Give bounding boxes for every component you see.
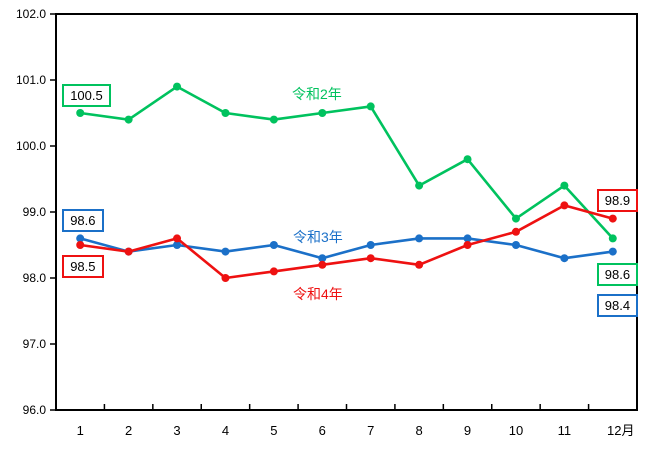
data-point-1-m1 bbox=[76, 234, 85, 243]
x-axis-label: 12月 bbox=[607, 423, 634, 438]
data-label-98.6-reiwa3: 98.6 bbox=[62, 209, 104, 233]
data-label-100.5: 100.5 bbox=[62, 84, 111, 107]
data-label-98.4-reiwa3: 98.4 bbox=[596, 293, 639, 317]
x-axis-label: 11 bbox=[558, 423, 572, 438]
y-axis-label: 100.0 bbox=[16, 139, 46, 153]
data-point-2-m7 bbox=[366, 254, 375, 263]
data-point-1-m4 bbox=[221, 247, 230, 256]
data-point-0-m3 bbox=[173, 82, 182, 91]
data-point-1-m7 bbox=[366, 241, 375, 249]
data-point-2-m9 bbox=[463, 241, 472, 249]
data-point-0-m2 bbox=[124, 115, 133, 124]
y-axis-label: 101.0 bbox=[16, 73, 46, 87]
data-label-98.9-reiwa4: 98.9 bbox=[596, 188, 639, 212]
data-point-0-m1 bbox=[76, 109, 85, 117]
x-axis-label: 10 bbox=[509, 423, 523, 438]
data-point-2-m3 bbox=[173, 234, 182, 243]
series-label-reiwa4: 令和4年 bbox=[293, 286, 343, 302]
series-line-0 bbox=[78, 85, 615, 240]
y-axis-label: 97.0 bbox=[23, 337, 47, 351]
x-axis-label: 4 bbox=[222, 423, 229, 438]
data-point-1-m6 bbox=[318, 254, 327, 263]
data-label-98.6-reiwa2: 98.6 bbox=[596, 263, 639, 287]
data-point-2-m12 bbox=[608, 214, 617, 223]
x-axis-label: 6 bbox=[319, 423, 326, 438]
data-point-1-m12 bbox=[608, 247, 617, 256]
series-line-1 bbox=[78, 237, 615, 260]
x-axis-label: 1 bbox=[77, 423, 84, 438]
data-label-98.5-reiwa4: 98.5 bbox=[62, 255, 104, 278]
data-point-2-m11 bbox=[560, 201, 569, 210]
data-point-0-m10 bbox=[511, 214, 520, 223]
series-label-reiwa2: 令和2年 bbox=[292, 86, 342, 102]
x-axis-label: 3 bbox=[173, 423, 180, 438]
data-point-0-m7 bbox=[366, 102, 375, 111]
data-point-0-m9 bbox=[463, 155, 472, 164]
series-label-reiwa3: 令和3年 bbox=[293, 229, 343, 245]
data-point-2-m6 bbox=[318, 260, 327, 269]
y-axis-label: 98.0 bbox=[23, 271, 47, 285]
data-point-0-m11 bbox=[560, 181, 569, 190]
x-axis-label: 9 bbox=[464, 423, 471, 438]
data-point-0-m5 bbox=[269, 115, 278, 124]
data-point-2-m10 bbox=[511, 227, 520, 236]
x-axis-label: 2 bbox=[125, 423, 132, 438]
series-line-2 bbox=[78, 204, 615, 280]
data-point-2-m5 bbox=[269, 267, 278, 276]
data-point-1-m8 bbox=[415, 234, 424, 243]
x-axis-label: 5 bbox=[270, 423, 277, 438]
y-axis-label: 96.0 bbox=[23, 403, 47, 417]
data-point-2-m1 bbox=[76, 241, 85, 249]
y-axis-label: 102.0 bbox=[16, 7, 46, 21]
data-point-0-m12 bbox=[608, 234, 617, 243]
x-axis-label: 7 bbox=[367, 423, 374, 438]
data-point-1-m3 bbox=[173, 241, 182, 249]
data-point-1-m9 bbox=[463, 234, 472, 243]
data-point-2-m4 bbox=[221, 274, 230, 282]
data-point-1-m11 bbox=[560, 254, 569, 263]
data-point-2-m8 bbox=[415, 260, 424, 269]
data-point-2-m2 bbox=[124, 247, 133, 256]
data-point-0-m6 bbox=[318, 109, 327, 117]
data-point-0-m4 bbox=[221, 109, 230, 117]
y-axis-label: 99.0 bbox=[23, 205, 47, 219]
data-point-1-m5 bbox=[269, 241, 278, 249]
x-axis-label: 8 bbox=[416, 423, 423, 438]
data-point-1-m10 bbox=[511, 241, 520, 249]
data-point-0-m8 bbox=[415, 181, 424, 190]
